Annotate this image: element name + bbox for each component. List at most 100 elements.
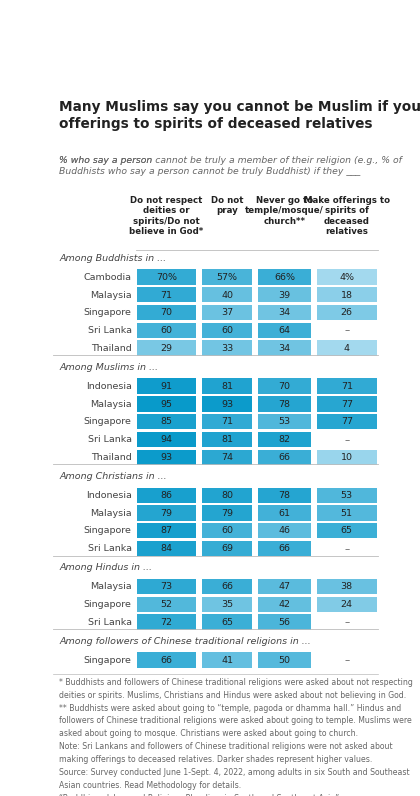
Text: 57%: 57%	[217, 273, 238, 282]
FancyBboxPatch shape	[317, 396, 377, 412]
FancyBboxPatch shape	[258, 579, 311, 594]
Text: 86: 86	[160, 491, 173, 500]
FancyBboxPatch shape	[137, 653, 196, 668]
FancyBboxPatch shape	[317, 414, 377, 429]
Text: 93: 93	[221, 400, 233, 408]
FancyBboxPatch shape	[317, 450, 377, 465]
Text: 51: 51	[341, 509, 353, 517]
FancyBboxPatch shape	[137, 597, 196, 612]
Text: Indonesia: Indonesia	[86, 382, 131, 391]
Text: 78: 78	[278, 400, 291, 408]
Text: 29: 29	[160, 344, 173, 353]
Text: 81: 81	[221, 435, 233, 444]
Text: Make offerings to
spirits of
deceased
relatives: Make offerings to spirits of deceased re…	[304, 196, 390, 236]
Text: ** Buddhists were asked about going to “temple, pagoda or dhamma hall.” Hindus a: ** Buddhists were asked about going to “…	[59, 704, 401, 712]
FancyBboxPatch shape	[202, 269, 252, 285]
Text: 52: 52	[160, 600, 173, 609]
Text: 71: 71	[221, 417, 233, 427]
FancyBboxPatch shape	[258, 287, 311, 302]
FancyBboxPatch shape	[137, 487, 196, 503]
Text: 33: 33	[221, 344, 233, 353]
FancyBboxPatch shape	[258, 378, 311, 394]
Text: “Buddhism, Islam and Religious Pluralism in South and Southeast Asia”: “Buddhism, Islam and Religious Pluralism…	[59, 794, 339, 796]
Text: Asian countries. Read Methodology for details.: Asian countries. Read Methodology for de…	[59, 781, 241, 790]
Text: 60: 60	[221, 526, 233, 536]
Text: * Buddhists and followers of Chinese traditional religions were asked about not : * Buddhists and followers of Chinese tra…	[59, 678, 413, 687]
Text: 41: 41	[221, 656, 233, 665]
Text: Among followers of Chinese traditional religions in ...: Among followers of Chinese traditional r…	[59, 637, 311, 646]
FancyBboxPatch shape	[317, 287, 377, 302]
Text: Source: Survey conducted June 1-Sept. 4, 2022, among adults in six South and Sou: Source: Survey conducted June 1-Sept. 4,…	[59, 768, 410, 777]
Text: Among Buddhists in ...: Among Buddhists in ...	[59, 254, 166, 263]
Text: 64: 64	[278, 326, 291, 335]
Text: 4%: 4%	[339, 273, 354, 282]
FancyBboxPatch shape	[258, 396, 311, 412]
Text: 84: 84	[160, 544, 173, 553]
FancyBboxPatch shape	[202, 505, 252, 521]
FancyBboxPatch shape	[137, 269, 196, 285]
Text: Note: Sri Lankans and followers of Chinese traditional religions were not asked : Note: Sri Lankans and followers of Chine…	[59, 742, 393, 751]
Text: Thailand: Thailand	[91, 344, 131, 353]
Text: 85: 85	[160, 417, 173, 427]
Text: –: –	[344, 544, 349, 554]
Text: 87: 87	[160, 526, 173, 536]
FancyBboxPatch shape	[258, 615, 311, 630]
FancyBboxPatch shape	[202, 287, 252, 302]
FancyBboxPatch shape	[258, 505, 311, 521]
Text: making offerings to deceased relatives. Darker shades represent higher values.: making offerings to deceased relatives. …	[59, 755, 373, 764]
FancyBboxPatch shape	[137, 579, 196, 594]
Text: 94: 94	[160, 435, 173, 444]
Text: 72: 72	[160, 618, 173, 626]
Text: asked about going to mosque. Christians were asked about going to church.: asked about going to mosque. Christians …	[59, 729, 358, 738]
FancyBboxPatch shape	[258, 540, 311, 556]
Text: 71: 71	[160, 291, 173, 299]
FancyBboxPatch shape	[137, 615, 196, 630]
Text: deities or spirits. Muslims, Christians and Hindus were asked about not believin: deities or spirits. Muslims, Christians …	[59, 691, 406, 700]
Text: Sri Lanka: Sri Lanka	[88, 544, 131, 553]
Text: 77: 77	[341, 400, 353, 408]
Text: 35: 35	[221, 600, 233, 609]
Text: 61: 61	[278, 509, 291, 517]
Text: 60: 60	[221, 326, 233, 335]
FancyBboxPatch shape	[202, 579, 252, 594]
Text: 4: 4	[344, 344, 350, 353]
Text: Singapore: Singapore	[84, 308, 131, 318]
Text: 56: 56	[278, 618, 291, 626]
FancyBboxPatch shape	[202, 305, 252, 320]
Text: 39: 39	[278, 291, 291, 299]
Text: Many Muslims say you cannot be Muslim if you make
offerings to spirits of deceas: Many Muslims say you cannot be Muslim if…	[59, 100, 420, 131]
Text: 38: 38	[341, 583, 353, 591]
FancyBboxPatch shape	[317, 579, 377, 594]
Text: Sri Lanka: Sri Lanka	[88, 326, 131, 335]
Text: 66: 66	[278, 544, 291, 553]
FancyBboxPatch shape	[258, 487, 311, 503]
FancyBboxPatch shape	[202, 523, 252, 538]
Text: 42: 42	[278, 600, 291, 609]
Text: % who say a person: % who say a person	[59, 156, 155, 166]
Text: 79: 79	[221, 509, 233, 517]
Text: 60: 60	[160, 326, 173, 335]
Text: 34: 34	[278, 344, 291, 353]
Text: followers of Chinese traditional religions were asked about going to temple. Mus: followers of Chinese traditional religio…	[59, 716, 412, 725]
Text: 65: 65	[341, 526, 353, 536]
Text: –: –	[344, 655, 349, 665]
FancyBboxPatch shape	[317, 269, 377, 285]
Text: 66: 66	[160, 656, 173, 665]
Text: Malaysia: Malaysia	[90, 583, 131, 591]
FancyBboxPatch shape	[137, 450, 196, 465]
Text: 77: 77	[341, 417, 353, 427]
Text: 70%: 70%	[156, 273, 177, 282]
Text: 73: 73	[160, 583, 173, 591]
Text: Sri Lanka: Sri Lanka	[88, 618, 131, 626]
Text: Do not
pray: Do not pray	[211, 196, 243, 216]
Text: Do not respect
deities or
spirits/Do not
believe in God*: Do not respect deities or spirits/Do not…	[129, 196, 204, 236]
Text: Cambodia: Cambodia	[84, 273, 131, 282]
FancyBboxPatch shape	[202, 378, 252, 394]
FancyBboxPatch shape	[317, 523, 377, 538]
Text: 24: 24	[341, 600, 353, 609]
Text: 70: 70	[160, 308, 173, 318]
Text: 93: 93	[160, 453, 173, 462]
FancyBboxPatch shape	[202, 653, 252, 668]
FancyBboxPatch shape	[317, 597, 377, 612]
Text: Malaysia: Malaysia	[90, 509, 131, 517]
